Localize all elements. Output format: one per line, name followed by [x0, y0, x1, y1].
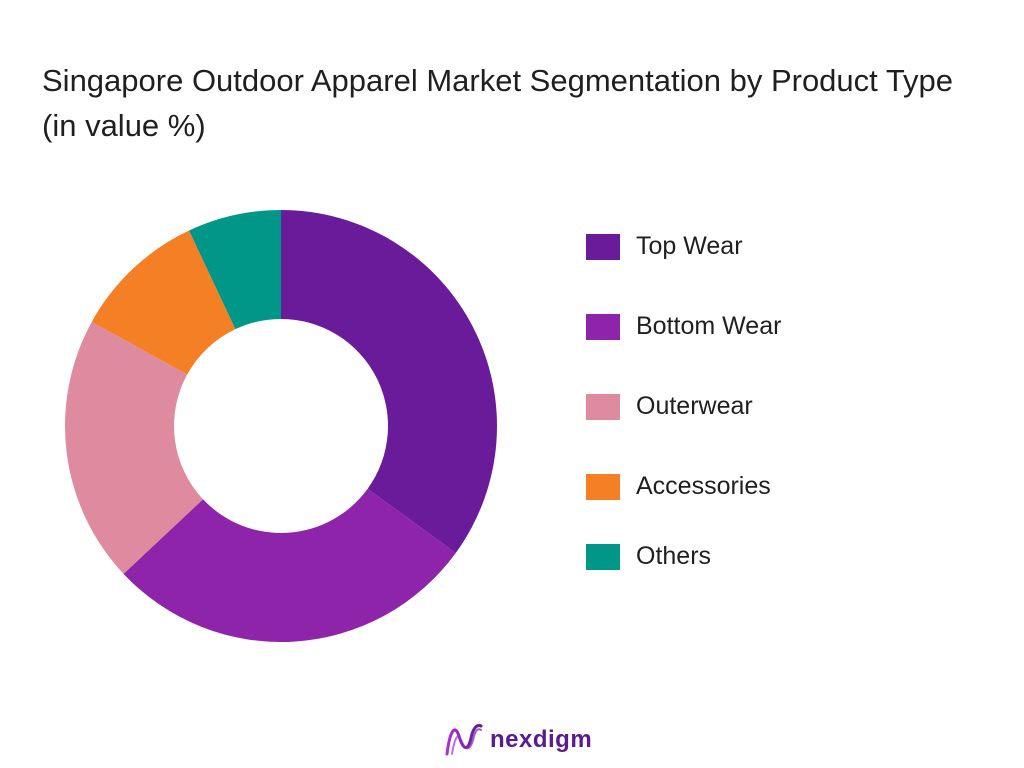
slice-others [189, 210, 281, 330]
legend-swatch [586, 474, 620, 500]
slice-accessories [91, 230, 236, 375]
legend-label: Top Wear [636, 232, 743, 260]
legend-label: Accessories [636, 472, 771, 500]
legend-swatch [586, 234, 620, 260]
brand-name: nexdigm [490, 726, 593, 753]
legend-item-outerwear: Outerwear [586, 386, 946, 426]
legend-item-bottom-wear: Bottom Wear [586, 306, 946, 346]
legend-label: Outerwear [636, 392, 753, 420]
slice-outerwear [65, 321, 204, 574]
chart-title: Singapore Outdoor Apparel Market Segment… [42, 63, 954, 143]
brand-logo: nexdigm [444, 722, 604, 762]
legend-label: Others [636, 542, 712, 570]
legend-swatch [586, 394, 620, 420]
nexdigm-logo-icon [445, 724, 483, 756]
legend-item-others: Others [586, 536, 946, 576]
slice-top-wear [281, 210, 497, 553]
legend-item-accessories: Accessories [586, 466, 946, 506]
slice-bottom-wear [123, 488, 456, 642]
legend-swatch [586, 544, 620, 570]
legend-swatch [586, 314, 620, 340]
legend-item-top-wear: Top Wear [586, 226, 946, 266]
legend-label: Bottom Wear [636, 312, 782, 340]
